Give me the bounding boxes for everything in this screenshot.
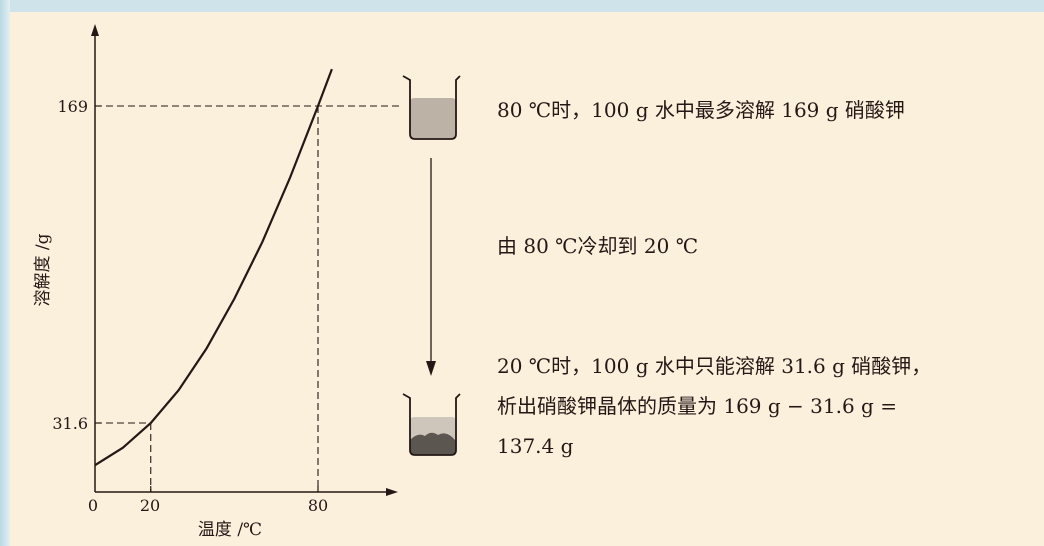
y-axis-arrow [91, 24, 99, 36]
axis-ticks [95, 105, 319, 492]
x-tick-label-20: 20 [140, 496, 160, 515]
text-20c-result-line2: 析出硝酸钾晶体的质量为 169 g − 31.6 g = [497, 394, 897, 418]
cooling-arrow [426, 158, 436, 376]
beaker-crystals-icon [402, 393, 461, 456]
text-20c-result-line1: 20 ℃时，100 g 水中只能溶解 31.6 g 硝酸钾， [497, 354, 932, 378]
dashed-guides [95, 105, 400, 492]
x-axis-label: 温度 /℃ [198, 520, 262, 540]
text-20c-result-line3: 137.4 g [497, 434, 574, 458]
solubility-curve [94, 68, 333, 467]
text-cooling-step: 由 80 ℃冷却到 20 ℃ [497, 234, 699, 258]
beaker-solution-icon [402, 75, 461, 140]
y-axis-label: 溶解度 /g [33, 233, 53, 306]
text-20c-result: 20 ℃时，100 g 水中只能溶解 31.6 g 硝酸钾， 析出硝酸钾晶体的质… [497, 346, 931, 466]
x-tick-label-80: 80 [308, 496, 328, 515]
y-tick-label-31-6: 31.6 [52, 414, 88, 433]
x-axis-arrow [386, 488, 398, 496]
x-tick-label-0: 0 [88, 496, 98, 515]
text-80c-solubility: 80 ℃时，100 g 水中最多溶解 169 g 硝酸钾 [497, 98, 905, 122]
left-edge-strip [0, 0, 10, 546]
y-tick-label-169: 169 [57, 97, 88, 116]
background-panel [10, 12, 1044, 546]
